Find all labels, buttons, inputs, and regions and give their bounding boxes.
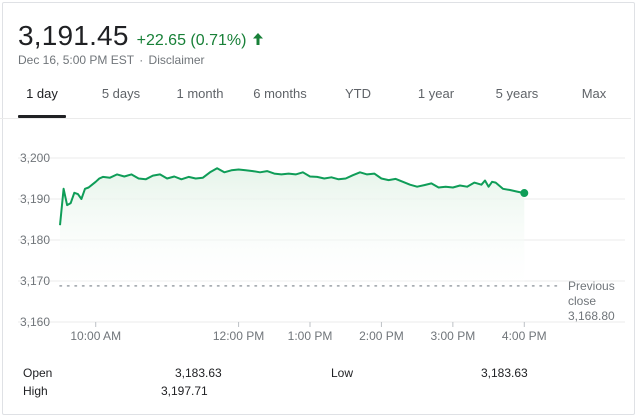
tab-label: YTD bbox=[345, 86, 371, 101]
tab-label: 1 month bbox=[176, 86, 224, 101]
tab-label: Max bbox=[581, 86, 607, 101]
tab-1-month[interactable]: 1 month bbox=[168, 78, 232, 118]
previous-close-label: close bbox=[568, 294, 596, 308]
tab-label: 6 months bbox=[253, 86, 307, 101]
x-tick-label: 3:00 PM bbox=[431, 329, 476, 343]
x-tick-label: 4:00 PM bbox=[502, 329, 547, 343]
separator: · bbox=[139, 53, 144, 67]
tab-5-years[interactable]: 5 years bbox=[488, 78, 546, 118]
price-chart[interactable]: 3,160 3,170 3,180 3,190 3,200 10:00 AM 12:00 P… bbox=[0, 0, 639, 360]
previous-close-label: Previous bbox=[568, 279, 615, 293]
y-tick-label: 3,190 bbox=[20, 192, 50, 206]
tab-1-day[interactable]: 1 day bbox=[18, 78, 66, 118]
tab-label: 5 days bbox=[101, 86, 141, 101]
tab-5-days[interactable]: 5 days bbox=[94, 78, 148, 118]
price-header: 3,191.45 +22.65 (0.71%) bbox=[18, 20, 264, 52]
x-tick-label: 2:00 PM bbox=[359, 329, 404, 343]
tab-label: 5 years bbox=[495, 86, 539, 101]
x-tick-label: 12:00 PM bbox=[213, 329, 264, 343]
low-label: Low bbox=[331, 366, 354, 380]
timestamp-line: Dec 16, 5:00 PM EST · Disclaimer bbox=[18, 53, 205, 67]
low-value: 3,183.63 bbox=[481, 366, 528, 380]
arrow-up-icon bbox=[252, 32, 264, 46]
high-label: High bbox=[23, 384, 48, 398]
open-value: 3,183.63 bbox=[175, 366, 222, 380]
timestamp: Dec 16, 5:00 PM EST bbox=[18, 53, 134, 67]
tab-max[interactable]: Max bbox=[574, 78, 614, 118]
last-price-dot bbox=[520, 189, 529, 198]
tab-label: 1 day bbox=[26, 86, 58, 101]
tab-ytd[interactable]: YTD bbox=[336, 78, 380, 118]
tab-label: 1 year bbox=[417, 86, 455, 101]
price-line bbox=[59, 167, 525, 226]
y-tick-label: 3,160 bbox=[20, 315, 50, 329]
active-tab-indicator bbox=[18, 115, 66, 118]
range-tabs: 1 day 5 days 1 month 6 months YTD 1 year… bbox=[0, 78, 631, 119]
high-value: 3,197.71 bbox=[161, 384, 208, 398]
y-tick-label: 3,170 bbox=[20, 274, 50, 288]
x-tick-label: 10:00 AM bbox=[70, 329, 121, 343]
tab-6-months[interactable]: 6 months bbox=[244, 78, 316, 118]
price-change: +22.65 (0.71%) bbox=[136, 32, 247, 49]
open-label: Open bbox=[23, 366, 53, 380]
y-tick-label: 3,180 bbox=[20, 233, 50, 247]
x-tick-label: 1:00 PM bbox=[288, 329, 333, 343]
area-fill bbox=[60, 168, 525, 286]
current-price: 3,191.45 bbox=[18, 20, 129, 51]
disclaimer-link[interactable]: Disclaimer bbox=[148, 53, 205, 67]
tab-1-year[interactable]: 1 year bbox=[410, 78, 462, 118]
y-tick-label: 3,200 bbox=[20, 151, 50, 165]
previous-close-value: 3,168.80 bbox=[568, 309, 615, 323]
